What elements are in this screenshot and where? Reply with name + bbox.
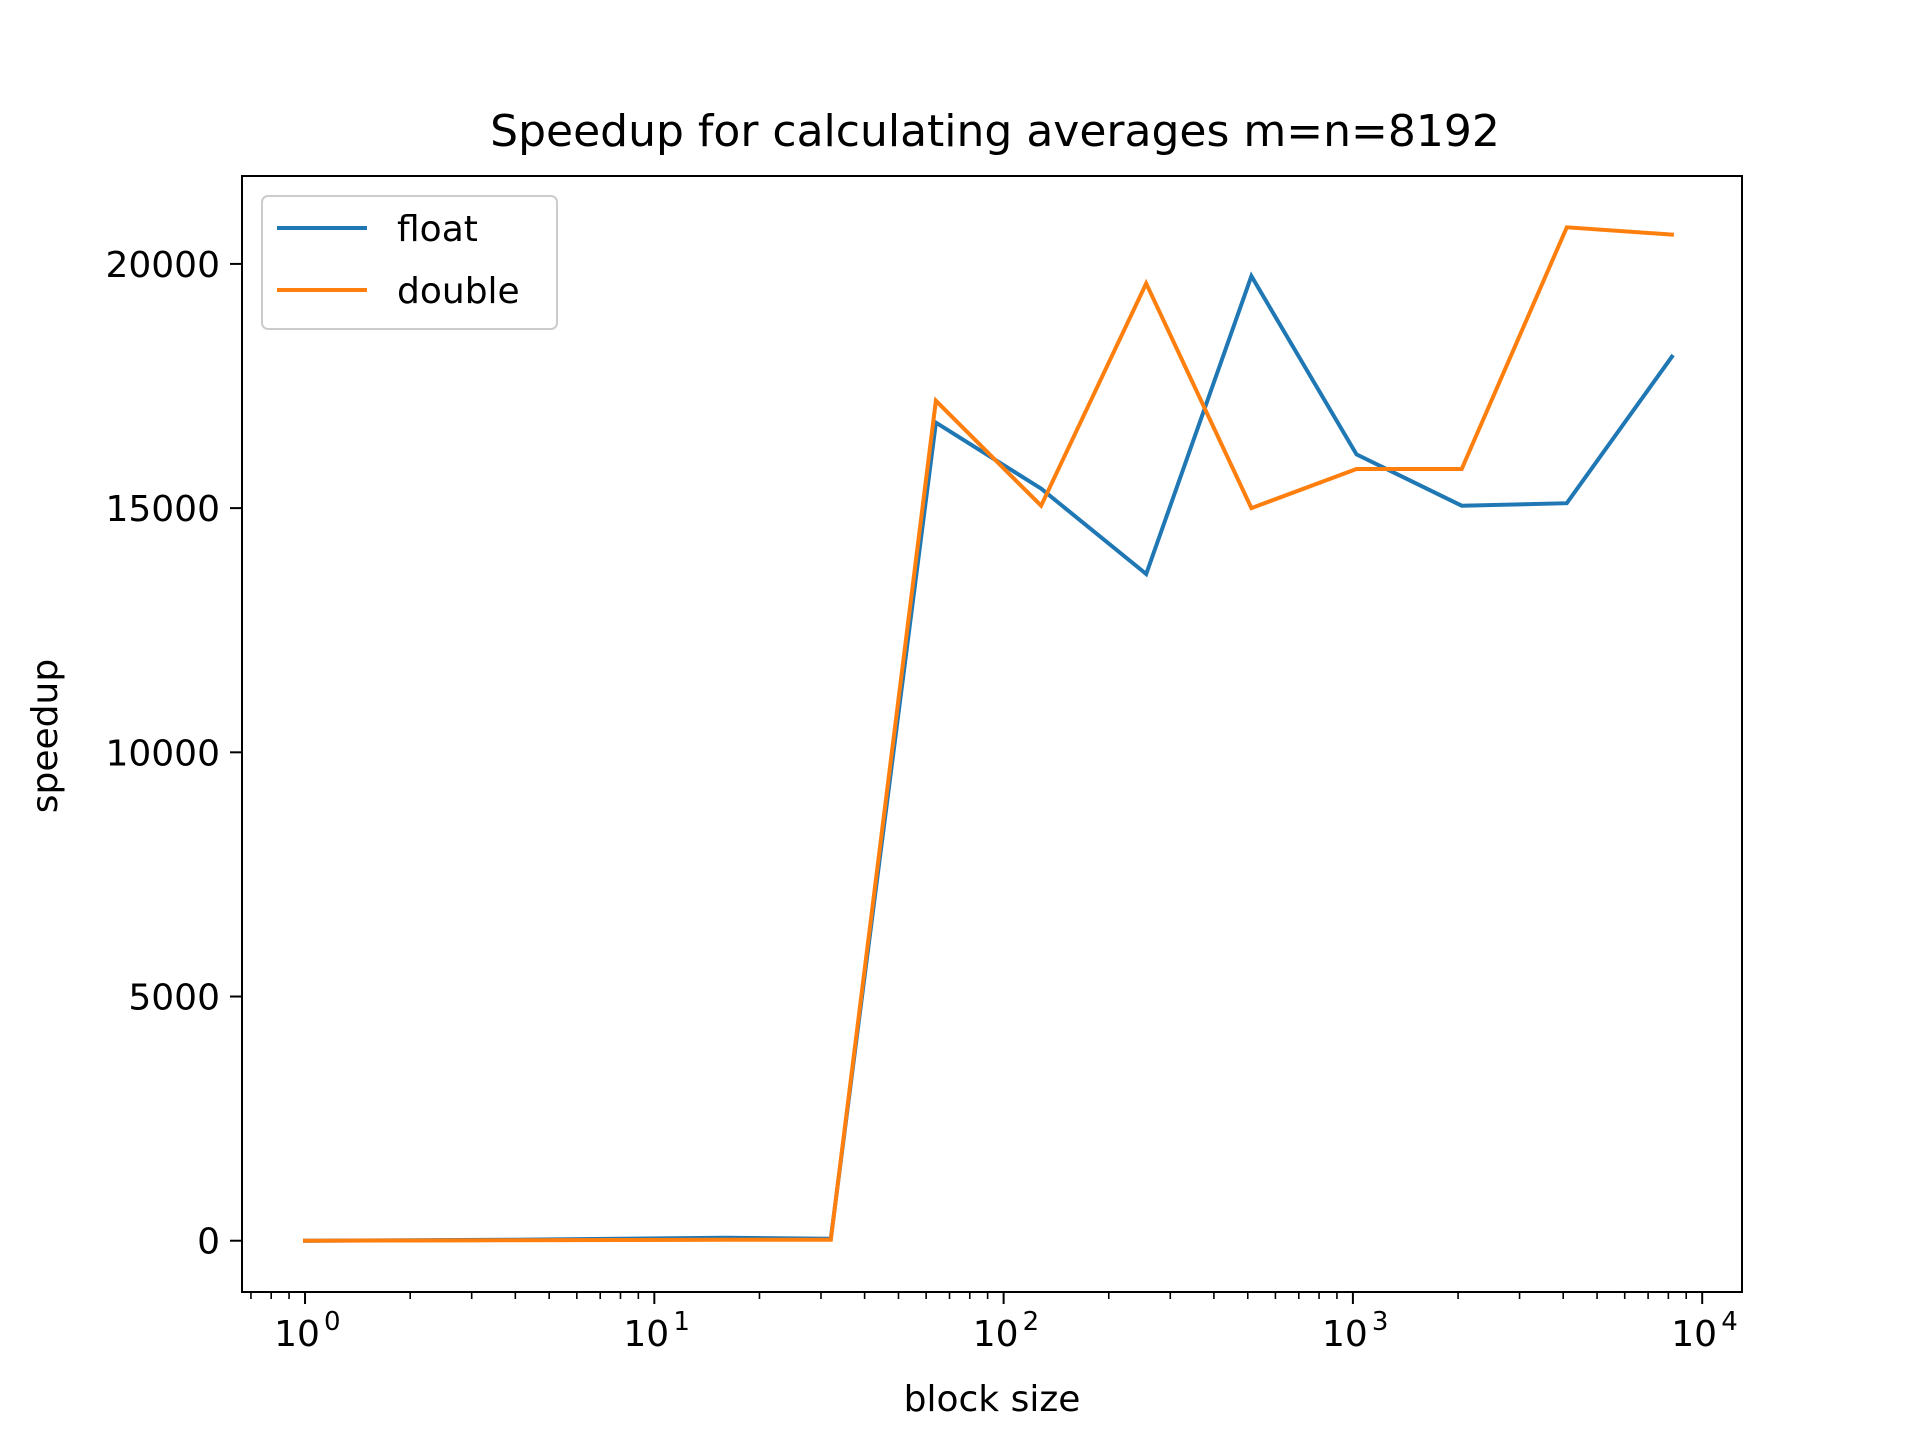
x-tick-label: 10 (274, 1314, 320, 1355)
y-tick-label: 0 (197, 1222, 220, 1263)
x-axis-minor-ticks (250, 1292, 1688, 1299)
plot-frame (241, 175, 1743, 1293)
x-tick-label-exponent: 4 (1721, 1307, 1738, 1337)
y-axis-ticks: 0 5000 10000 15000 20000 (105, 245, 242, 1263)
y-tick-label: 10000 (105, 733, 220, 774)
x-tick-label: 10 (1671, 1314, 1717, 1355)
legend-label-double: double (397, 271, 520, 312)
x-tick-label: 10 (973, 1314, 1019, 1355)
x-tick-label-exponent: 1 (673, 1307, 690, 1337)
y-tick-label: 15000 (105, 489, 220, 530)
series-layer (302, 225, 1675, 1243)
y-tick-label: 5000 (128, 978, 220, 1019)
x-axis-ticks: 10 0 10 1 10 2 10 3 10 4 (274, 1292, 1738, 1355)
y-tick-label: 20000 (105, 245, 220, 286)
x-axis-label: block size (904, 1379, 1081, 1420)
x-tick-label-exponent: 0 (324, 1307, 341, 1337)
x-tick-label: 10 (623, 1314, 669, 1355)
chart-title: Speedup for calculating averages m=n=819… (490, 106, 1500, 157)
x-tick-label-exponent: 3 (1372, 1307, 1389, 1337)
series-line-double (302, 225, 1675, 1243)
y-axis-label: speedup (25, 659, 66, 813)
legend: float double (261, 195, 558, 330)
legend-label-float: float (397, 209, 478, 250)
x-tick-label: 10 (1322, 1314, 1368, 1355)
x-tick-label-exponent: 2 (1023, 1307, 1040, 1337)
